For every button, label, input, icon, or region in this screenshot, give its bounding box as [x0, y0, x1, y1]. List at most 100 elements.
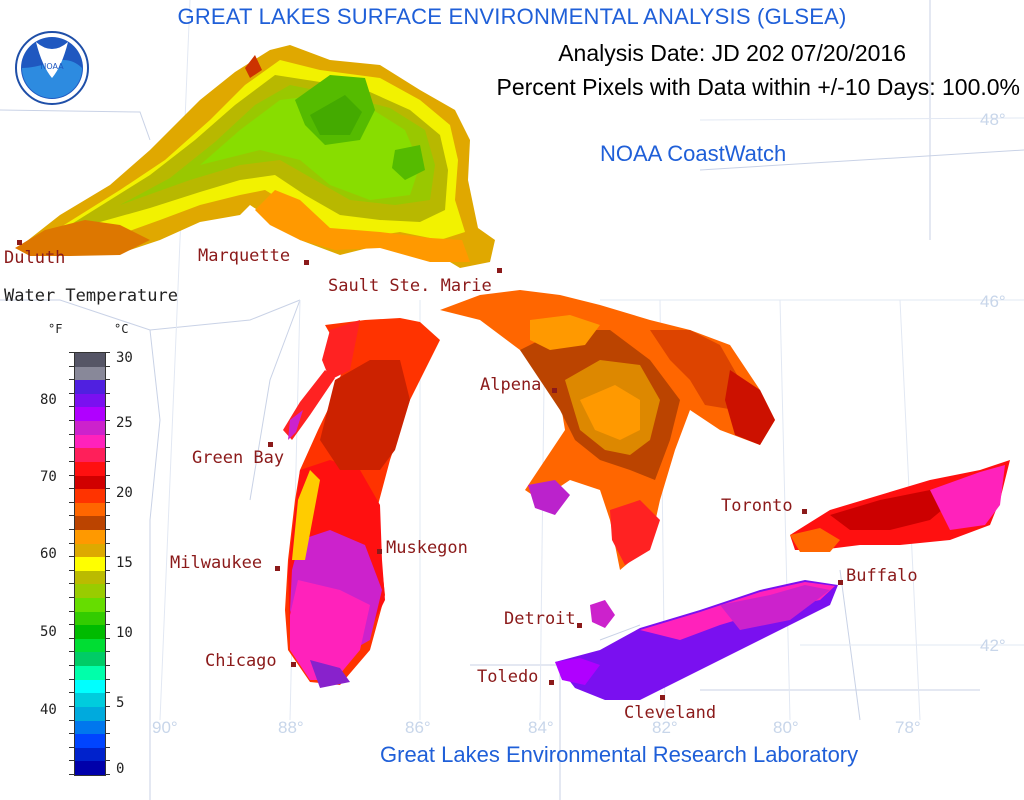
colorbar-tick-mark: [69, 515, 74, 517]
colorbar-tick-mark: [69, 760, 74, 762]
colorbar-tick-mark: [69, 542, 74, 544]
lon-label-90: 90°: [152, 718, 178, 737]
city-cleveland-marker: [660, 695, 665, 700]
colorbar-tick-mark: [69, 678, 74, 680]
colorbar-swatch: [75, 625, 105, 640]
colorbar-swatch: [75, 393, 105, 408]
colorbar-tick-mark: [105, 774, 110, 775]
colorbar-tick-mark: [105, 460, 110, 462]
lon-label-82: 82°: [652, 718, 678, 737]
legend-unit-f: °F: [48, 322, 63, 336]
city-green-bay-marker: [268, 442, 273, 447]
colorbar-tick-mark: [69, 392, 74, 394]
lon-label-78: 78°: [895, 718, 921, 737]
glerl-credit: Great Lakes Environmental Research Labor…: [380, 742, 859, 767]
colorbar-tick-mark: [69, 433, 74, 435]
colorbar-tick-mark: [105, 406, 110, 408]
colorbar-tick-mark: [69, 651, 74, 653]
legend-f-50: 50: [40, 624, 57, 640]
colorbar-swatch: [75, 652, 105, 667]
city-cleveland: Cleveland: [624, 703, 717, 723]
colorbar-swatch: [75, 502, 105, 517]
colorbar-swatch: [75, 734, 105, 749]
city-marquette: Marquette: [198, 246, 291, 266]
colorbar-swatch: [75, 489, 105, 504]
colorbar-swatch: [75, 434, 105, 449]
noaa-logo-icon: [15, 31, 89, 105]
colorbar-swatch: [75, 529, 105, 545]
lon-label-84: 84°: [528, 718, 554, 737]
colorbar-tick-mark: [105, 433, 110, 435]
colorbar-tick-mark: [105, 528, 110, 530]
colorbar-tick-mark: [105, 692, 110, 694]
colorbar-tick-mark: [69, 774, 74, 775]
lake-michigan: [283, 318, 440, 688]
colorbar-tick-mark: [105, 542, 110, 544]
lon-label-88: 88°: [278, 718, 304, 737]
colorbar-tick-mark: [105, 515, 110, 517]
city-sault-marker: [497, 268, 502, 273]
legend-c-20: 20: [116, 485, 133, 501]
colorbar-tick-mark: [69, 420, 74, 422]
lat-label-48: 48°: [980, 110, 1006, 129]
colorbar-swatch: [75, 557, 105, 572]
city-milwaukee-marker: [275, 566, 280, 571]
colorbar-tick-mark: [69, 665, 74, 667]
lon-label-86: 86°: [405, 718, 431, 737]
city-green-bay: Green Bay: [192, 448, 285, 468]
colorbar-swatch: [75, 570, 105, 585]
colorbar-swatch: [75, 611, 105, 626]
colorbar-tick-mark: [105, 705, 110, 707]
colorbar-tick-mark: [105, 583, 110, 585]
colorbar-tick-mark: [69, 610, 74, 612]
city-chicago: Chicago: [205, 651, 277, 671]
colorbar-tick-mark: [105, 760, 110, 762]
page-title: GREAT LAKES SURFACE ENVIRONMENTAL ANALYS…: [177, 4, 847, 29]
percent-pixels: Percent Pixels with Data within +/-10 Da…: [496, 74, 1021, 100]
colorbar-tick-mark: [105, 665, 110, 667]
legend-title: Water Temperature: [4, 286, 178, 306]
colorbar-tick-mark: [69, 488, 74, 490]
colorbar-swatch: [75, 679, 105, 694]
colorbar-swatch: [75, 761, 105, 776]
city-duluth-marker: [17, 240, 22, 245]
legend-f-80: 80: [40, 392, 57, 408]
city-detroit: Detroit: [504, 609, 576, 629]
colorbar-tick-mark: [69, 705, 74, 707]
city-milwaukee: Milwaukee: [170, 553, 263, 573]
colorbar-tick-mark: [69, 733, 74, 735]
legend-c-15: 15: [116, 555, 133, 571]
colorbar-swatch: [75, 543, 105, 558]
colorbar-tick-mark: [69, 528, 74, 530]
colorbar-swatch: [75, 598, 105, 613]
colorbar-tick-mark: [69, 746, 74, 748]
colorbar-tick-mark: [69, 637, 74, 639]
legend-c-0: 0: [116, 761, 125, 777]
colorbar-tick-mark: [105, 597, 110, 599]
city-toledo: Toledo: [477, 667, 539, 687]
city-buffalo-marker: [838, 580, 843, 585]
colorbar-swatch: [75, 747, 105, 762]
colorbar-swatch: [75, 693, 105, 708]
city-toledo-marker: [549, 680, 554, 685]
colorbar-tick-mark: [69, 692, 74, 694]
analysis-date: Analysis Date: JD 202 07/20/2016: [558, 40, 906, 66]
colorbar-tick-mark: [105, 569, 110, 571]
lake-ontario: [790, 460, 1010, 552]
city-detroit-marker: [577, 623, 582, 628]
colorbar-tick-mark: [69, 624, 74, 626]
colorbar-tick-mark: [105, 488, 110, 490]
colorbar-tick-mark: [105, 624, 110, 626]
city-muskegon: Muskegon: [386, 538, 468, 558]
city-sault-ste-marie: Sault Ste. Marie: [328, 276, 492, 296]
colorbar-tick-mark: [105, 678, 110, 680]
colorbar-tick-mark: [69, 474, 74, 476]
city-alpena: Alpena: [480, 375, 542, 395]
colorbar-tick-mark: [69, 719, 74, 721]
colorbar-tick-mark: [69, 365, 74, 367]
coastwatch-credit: NOAA CoastWatch: [600, 141, 787, 166]
colorbar-swatch: [75, 380, 105, 395]
colorbar-tick-mark: [69, 583, 74, 585]
legend-c-10: 10: [116, 625, 133, 641]
